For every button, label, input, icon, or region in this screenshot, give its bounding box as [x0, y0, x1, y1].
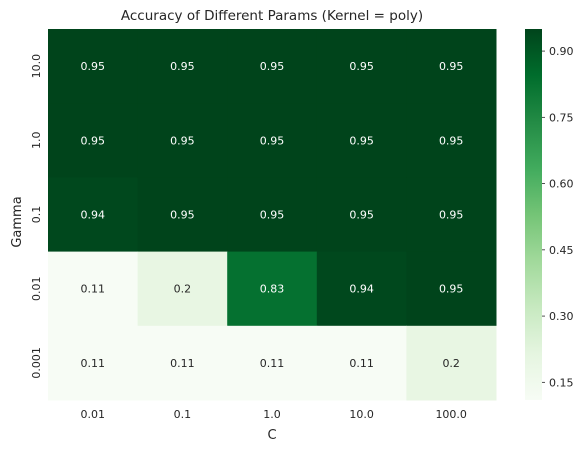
colorbar-tick-label: 0.45: [549, 244, 574, 257]
heatmap-cell: [48, 103, 139, 178]
x-tick-labels: 0.01 0.1 1.0 10.0 100.0: [81, 408, 467, 421]
heatmap-cell: [48, 177, 139, 253]
heatmap-cell: [48, 325, 139, 401]
heatmap-cell: [48, 251, 139, 327]
heatmap-cell: [227, 325, 318, 401]
heatmap-cell: [406, 251, 497, 327]
heatmap-cell: [137, 325, 228, 401]
heatmap-cells: 0.95 0.95 0.95 0.95 0.95 0.95 0.95 0.95 0.95 0.95…: [48, 29, 497, 401]
cell-value-label: 0.2: [442, 357, 460, 370]
heatmap-cell: [48, 29, 139, 104]
x-axis-label: C: [267, 428, 276, 443]
heatmap-cell: [227, 251, 318, 327]
heatmap-cell: [406, 325, 497, 401]
heatmap-cell: [316, 251, 407, 327]
colorbar-tick-label: 0.15: [549, 376, 574, 389]
cell-value-label: 0.95: [170, 60, 195, 73]
y-tick-label: 0.001: [30, 347, 43, 379]
x-tick-label: 1.0: [263, 408, 281, 421]
heatmap-cell: [406, 177, 497, 253]
heatmap-cell: [227, 177, 318, 253]
heatmap-cell: [406, 29, 497, 104]
colorbar-tick-label: 0.75: [549, 111, 574, 124]
cell-value-label: 0.95: [349, 134, 374, 147]
cell-value-label: 0.95: [260, 209, 285, 222]
cell-value-label: 0.11: [81, 283, 106, 296]
colorbar-tick-labels: 0.15 0.30 0.45 0.60 0.75 0.90: [542, 45, 574, 389]
heatmap-cell: [137, 29, 228, 104]
cell-value-label: 0.95: [81, 134, 106, 147]
colorbar-tick-label: 0.90: [549, 45, 574, 58]
cell-value-label: 0.11: [260, 357, 285, 370]
chart-title: Accuracy of Different Params (Kernel = p…: [121, 8, 423, 24]
y-tick-labels: 10.0 1.0 0.1 0.01 0.001: [30, 54, 43, 379]
cell-value-label: 0.83: [260, 283, 285, 296]
colorbar-tick-label: 0.30: [549, 310, 574, 323]
y-tick-label: 10.0: [30, 54, 43, 79]
heatmap-cell: [316, 325, 407, 401]
cell-value-label: 0.95: [439, 283, 464, 296]
heatmap-cell: [316, 177, 407, 253]
x-tick-label: 0.01: [81, 408, 106, 421]
colorbar: [525, 29, 542, 400]
heatmap-cell: [137, 177, 228, 253]
heatmap-cell: [316, 29, 407, 104]
cell-value-label: 0.94: [81, 209, 106, 222]
heatmap-cell: [227, 103, 318, 178]
cell-value-label: 0.95: [439, 209, 464, 222]
cell-value-label: 0.95: [170, 134, 195, 147]
cell-value-label: 0.95: [81, 60, 106, 73]
cell-value-label: 0.95: [260, 134, 285, 147]
cell-value-label: 0.11: [349, 357, 374, 370]
heatmap-cell: [406, 103, 497, 178]
y-axis-label: Gamma: [10, 196, 25, 247]
y-tick-label: 0.01: [30, 276, 43, 301]
cell-value-label: 0.2: [174, 283, 192, 296]
cell-value-label: 0.95: [439, 134, 464, 147]
x-tick-label: 100.0: [435, 408, 467, 421]
heatmap-cell: [137, 103, 228, 178]
y-tick-label: 0.1: [30, 206, 43, 224]
cell-value-label: 0.95: [260, 60, 285, 73]
cell-value-label: 0.95: [439, 60, 464, 73]
heatmap-cell: [316, 103, 407, 178]
cell-value-label: 0.11: [170, 357, 195, 370]
cell-value-label: 0.95: [349, 60, 374, 73]
cell-value-label: 0.95: [349, 209, 374, 222]
cell-value-label: 0.94: [349, 283, 374, 296]
cell-value-label: 0.11: [81, 357, 106, 370]
x-tick-label: 10.0: [349, 408, 374, 421]
cell-value-label: 0.95: [170, 209, 195, 222]
y-tick-label: 1.0: [30, 132, 43, 150]
colorbar-tick-label: 0.60: [549, 178, 574, 191]
heatmap-cell: [227, 29, 318, 104]
x-tick-label: 0.1: [174, 408, 192, 421]
heatmap-cell: [137, 251, 228, 327]
